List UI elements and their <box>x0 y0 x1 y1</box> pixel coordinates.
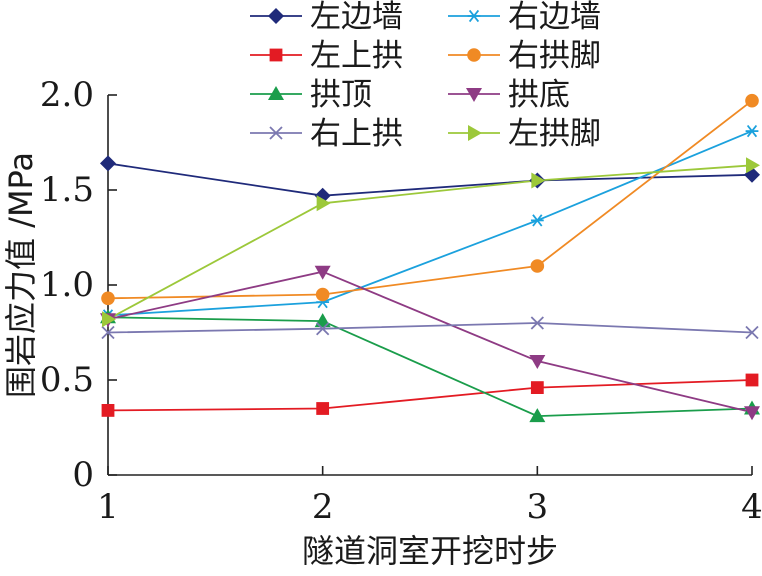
series-line-1 <box>107 162 753 197</box>
legend-item-4: 右拱脚 <box>448 38 601 74</box>
series-line-5 <box>107 316 753 418</box>
legend-label: 右上拱 <box>310 116 403 152</box>
data-point-series-2 <box>530 214 544 227</box>
data-point-series-7 <box>101 325 115 340</box>
data-point-series-7 <box>316 322 330 336</box>
legend-item-7: 右上拱 <box>250 116 403 152</box>
data-point-series-6 <box>314 265 331 280</box>
legend-label: 右边墙 <box>508 0 601 35</box>
data-point-series-7 <box>530 316 544 330</box>
legend-marker <box>468 125 482 141</box>
data-point-series-8 <box>316 195 331 212</box>
data-point-series-7 <box>745 325 759 340</box>
marker-stroke <box>269 126 283 140</box>
legend-marker <box>269 48 283 62</box>
legend-marker <box>467 48 481 62</box>
marker-stroke <box>468 9 480 23</box>
series-markers <box>100 93 760 423</box>
data-point-series-3 <box>101 404 115 417</box>
data-point-series-8 <box>102 311 116 328</box>
y-tick-label: 0 <box>72 455 94 495</box>
legend-marker <box>269 126 283 140</box>
series-line-7 <box>107 322 753 334</box>
x-tick-label: 1 <box>97 487 119 527</box>
x-tick-label: 4 <box>741 487 762 527</box>
legend-marker <box>268 86 284 100</box>
legend-marker <box>466 88 482 102</box>
data-point-series-3 <box>530 381 544 394</box>
data-point-series-4 <box>101 291 115 306</box>
data-point-series-6 <box>744 406 760 421</box>
marker-stroke <box>101 325 115 340</box>
data-point-series-4 <box>530 259 545 273</box>
legend-label: 左拱脚 <box>508 116 601 152</box>
data-point-series-3 <box>316 402 330 415</box>
y-tick-label: 1.5 <box>40 170 94 210</box>
data-point-series-4 <box>745 93 759 108</box>
series-line-2 <box>107 130 753 317</box>
legend-label: 左上拱 <box>310 38 403 74</box>
marker-stroke <box>532 214 543 227</box>
x-tick-label: 3 <box>527 487 549 527</box>
legend-item-3: 左上拱 <box>250 38 403 74</box>
data-point-series-4 <box>315 287 330 302</box>
data-point-series-6 <box>529 355 546 369</box>
y-tick-label: 2.0 <box>40 75 94 115</box>
marker-stroke <box>745 325 759 340</box>
data-point-series-2 <box>745 124 759 138</box>
data-point-series-5 <box>314 313 331 328</box>
data-point-series-3 <box>745 373 759 387</box>
y-tick-label: 1.0 <box>40 265 94 305</box>
axes: 0 0.5 1.0 1.5 2.0 1 2 3 4 <box>40 75 762 527</box>
series-line-4 <box>107 99 753 300</box>
y-tick-label: 0.5 <box>40 360 94 400</box>
series-lines <box>107 99 753 418</box>
legend-label: 拱底 <box>508 77 570 113</box>
data-point-series-8 <box>746 157 760 174</box>
legend-item-1: 左边墙 <box>250 0 403 35</box>
marker-stroke <box>316 322 330 336</box>
x-tick-label: 2 <box>312 487 334 527</box>
data-point-series-5 <box>529 408 546 423</box>
legend-item-2: 右边墙 <box>448 0 601 35</box>
series-line-8 <box>107 164 753 320</box>
legend-label: 右拱脚 <box>508 38 601 74</box>
series-line-3 <box>107 379 753 412</box>
legend-marker <box>467 9 481 23</box>
series-line-6 <box>107 270 753 414</box>
data-point-series-8 <box>531 172 546 189</box>
data-point-series-1 <box>100 155 116 172</box>
legend-item-5: 拱顶 <box>250 77 372 113</box>
legend-label: 左边墙 <box>310 0 403 35</box>
legend-item-8: 左拱脚 <box>448 116 601 152</box>
marker-stroke <box>530 316 544 330</box>
x-axis-title: 隧道洞室开挖时步 <box>302 532 558 570</box>
marker-stroke <box>746 124 758 138</box>
y-axis-title: 围岩应力值 /MPa <box>2 152 40 398</box>
legend-label: 拱顶 <box>310 77 372 113</box>
legend-item-6: 拱底 <box>448 77 570 113</box>
legend-marker <box>268 8 284 24</box>
